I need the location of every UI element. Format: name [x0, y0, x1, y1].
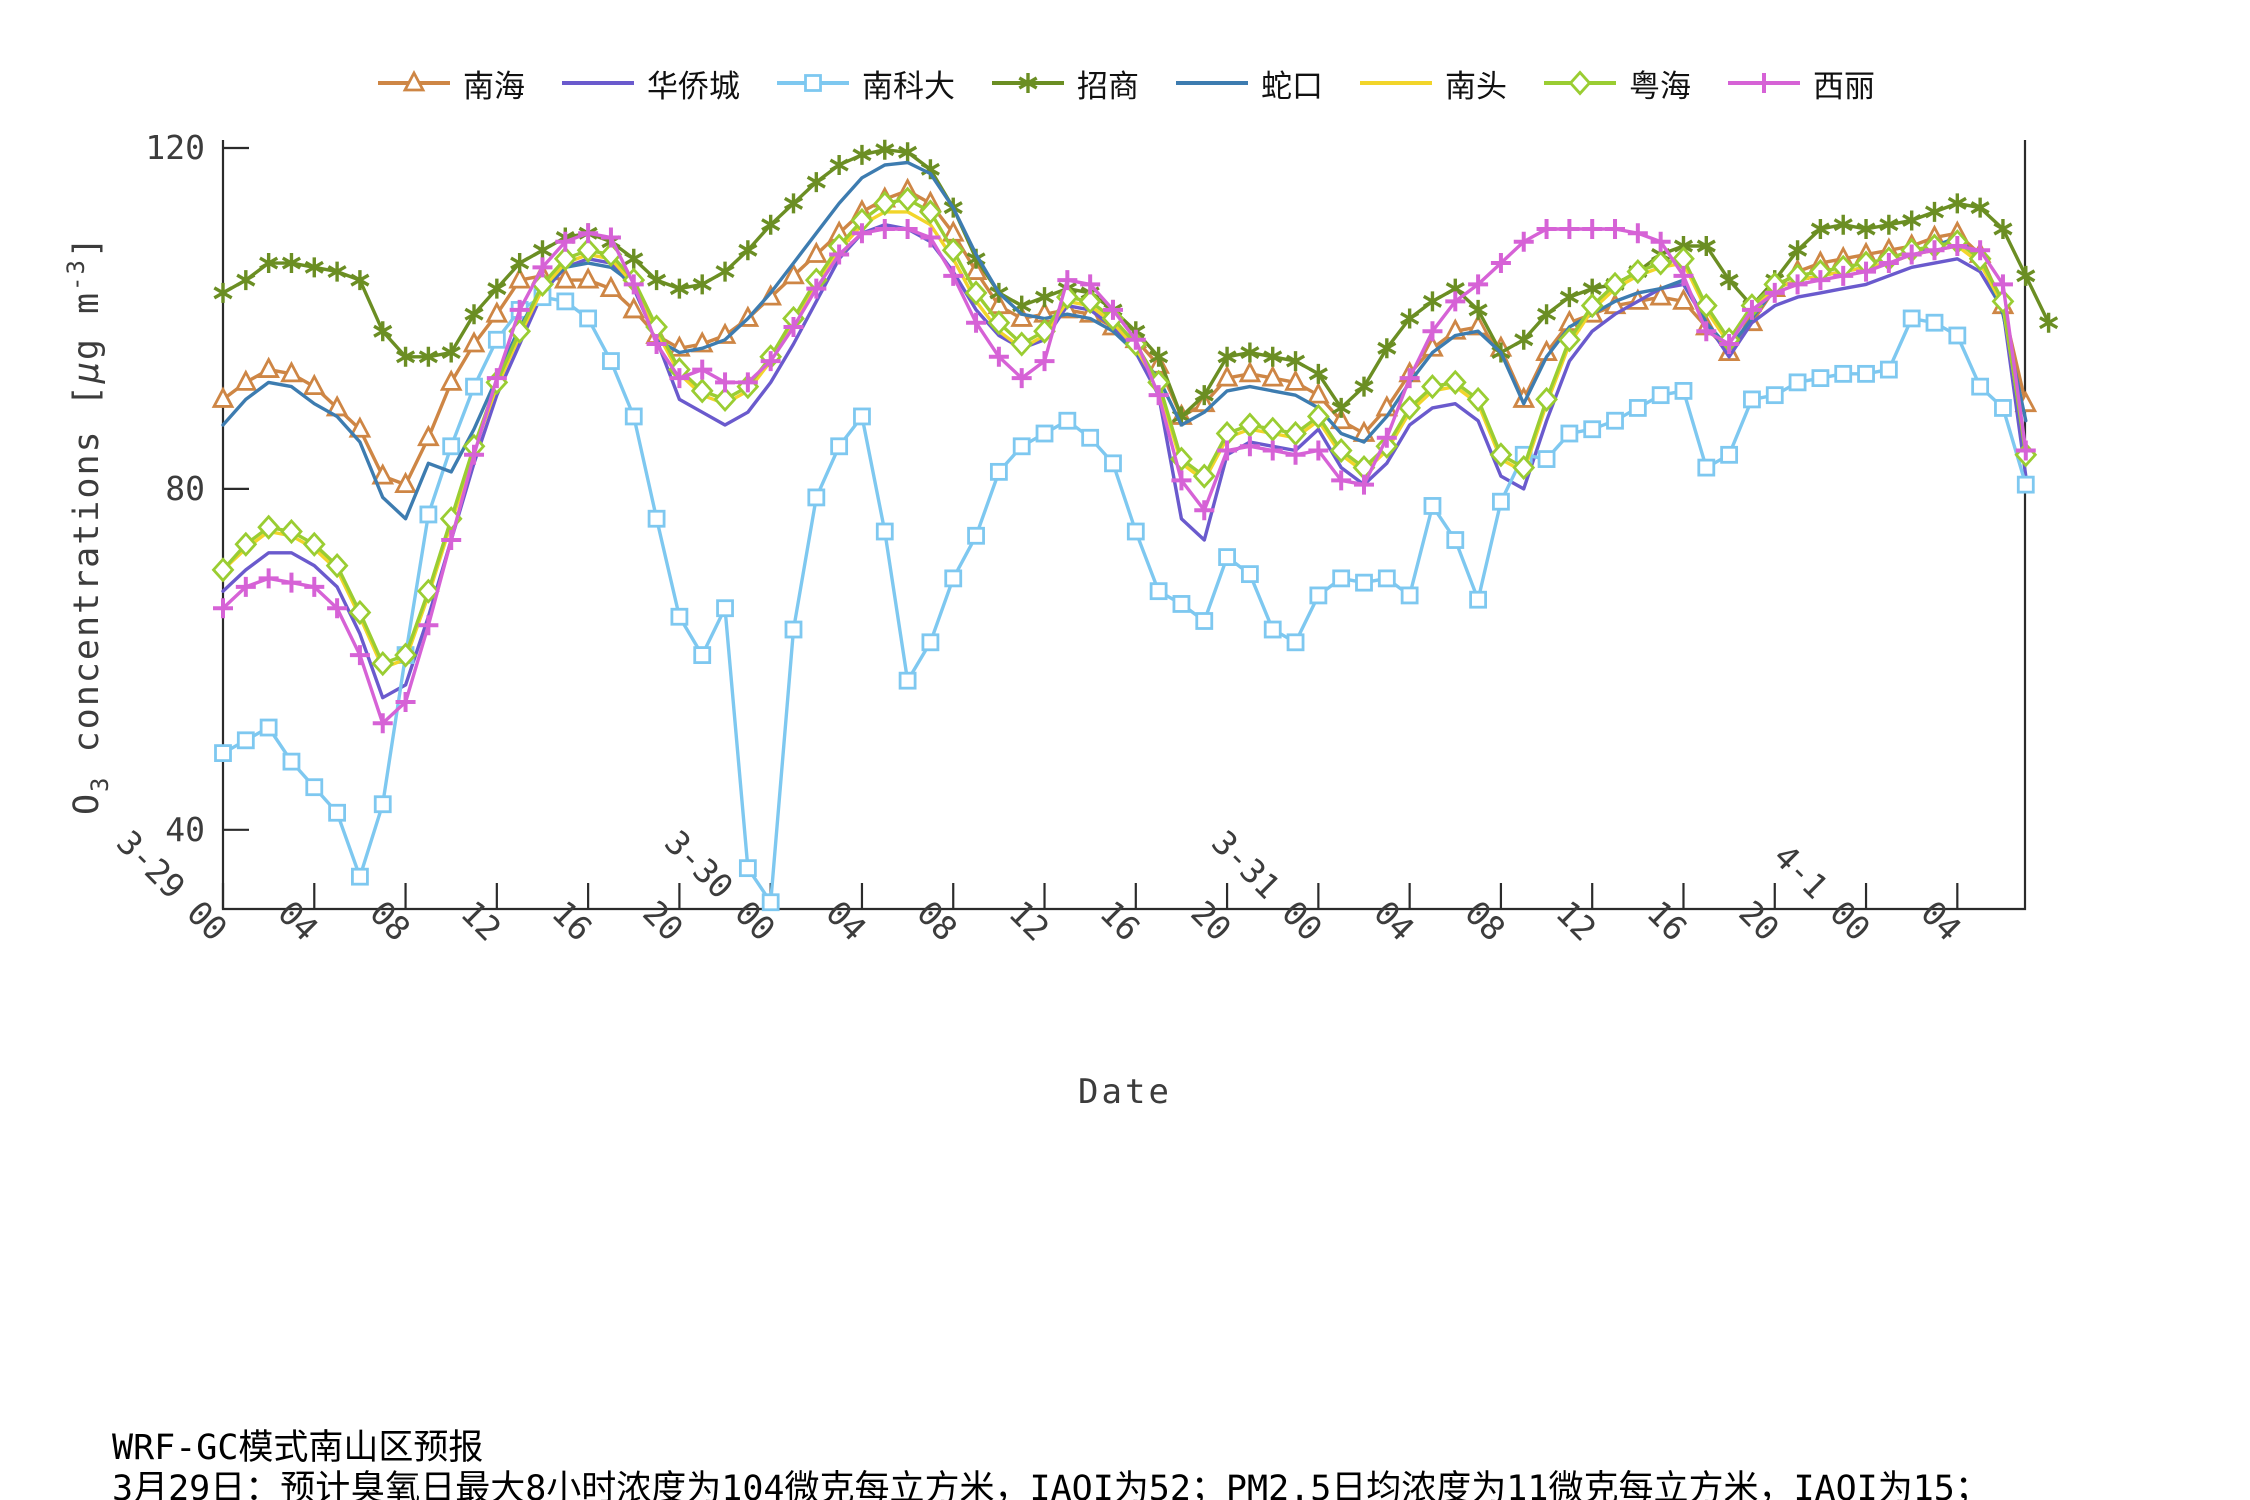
- diamond-markers: [211, 186, 2038, 677]
- chart-series: [211, 186, 2038, 677]
- chart-series: [221, 210, 2028, 670]
- chart-series: [213, 218, 2036, 734]
- legend-label: 南头: [1445, 68, 1507, 105]
- legend-plus-swatch-icon: [1728, 73, 1800, 93]
- legend-label: 粤海: [1629, 68, 1691, 105]
- ylabel-mid: concentrations [: [67, 383, 107, 776]
- legend-item: 西丽: [1725, 61, 1875, 106]
- x-axis-label: Date: [1078, 1072, 1172, 1112]
- legend-asterisk-swatch-icon: [992, 73, 1064, 93]
- chart-series: [221, 222, 2028, 700]
- y-tick-label: 80: [165, 468, 205, 508]
- legend-label: 南科大: [862, 68, 955, 105]
- legend-triangle-swatch-icon: [378, 70, 450, 92]
- chart-legend: 南海 华侨城 南科大 招商 蛇口 南头 粤海 西丽: [0, 60, 2250, 106]
- forecast-text: WRF-GC模式南山区预报 3月29日：预计臭氧日最大8小时浓度为104微克每立…: [112, 1428, 1990, 1500]
- forecast-title: WRF-GC模式南山区预报: [112, 1428, 484, 1468]
- legend-item: 南海: [375, 61, 525, 106]
- ylabel-unit-sup: -3: [62, 258, 90, 291]
- ylabel-unit: g m: [67, 290, 107, 361]
- legend-label: 蛇口: [1261, 68, 1323, 105]
- y-tick-label: 40: [165, 809, 205, 849]
- axis-ticks: [221, 146, 1959, 909]
- legend-square-swatch-icon: [777, 74, 849, 92]
- square-markers: [214, 288, 2035, 912]
- legend-item: 南科大: [774, 61, 955, 106]
- legend-label: 招商: [1077, 68, 1139, 105]
- forecast-detail: 3月29日：预计臭氧日最大8小时浓度为104微克每立方米，IAQI为52；PM2…: [112, 1469, 1990, 1500]
- ylabel-close: ]: [67, 234, 107, 259]
- legend-none-swatch-icon: [1176, 81, 1248, 85]
- chart-series: [214, 288, 2035, 912]
- ylabel-mu: μ: [67, 360, 107, 384]
- legend-item: 招商: [989, 61, 1139, 106]
- legend-label: 西丽: [1813, 68, 1875, 105]
- legend-none-swatch-icon: [562, 81, 634, 85]
- legend-item: 蛇口: [1173, 61, 1323, 106]
- legend-label: 南海: [463, 68, 525, 105]
- legend-none-swatch-icon: [1360, 81, 1432, 85]
- legend-item: 粤海: [1541, 61, 1691, 106]
- legend-label: 华侨城: [647, 68, 740, 105]
- plus-markers: [213, 218, 2036, 734]
- axes-spines: [221, 140, 2027, 911]
- y-tick-label: 120: [145, 128, 205, 167]
- legend-item: 华侨城: [559, 61, 740, 106]
- legend-diamond-swatch-icon: [1544, 70, 1616, 96]
- legend-item: 南头: [1357, 61, 1507, 106]
